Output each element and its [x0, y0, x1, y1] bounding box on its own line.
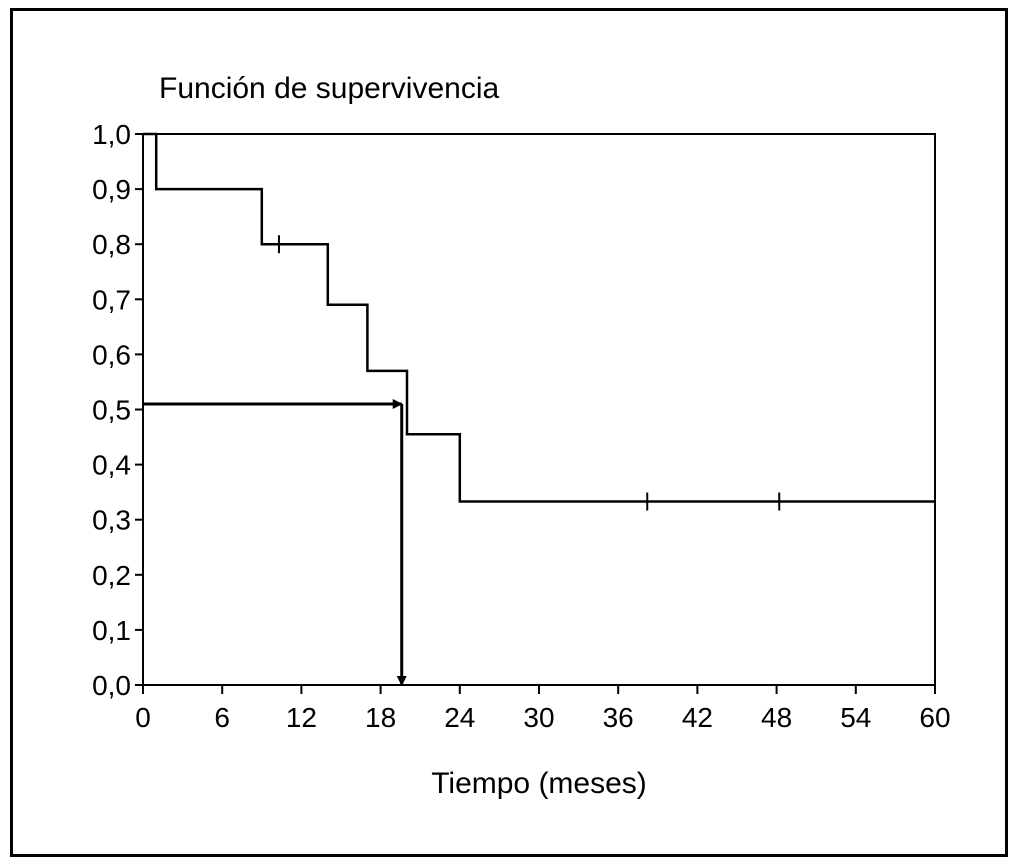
y-tick-label: 0,7: [92, 284, 131, 315]
x-tick-label: 54: [840, 702, 871, 733]
series-layer: [143, 132, 935, 511]
y-tick-label: 0,2: [92, 560, 131, 591]
x-axis-label: Tiempo (meses): [431, 767, 647, 800]
x-tick-label: 24: [444, 702, 475, 733]
chart-title: Función de supervivencia: [159, 72, 500, 105]
chart-frame: Función de supervivencia 0,0 0,1 0,2 0,3 0,4…: [10, 8, 1008, 857]
y-tick-label: 0,0: [92, 670, 131, 701]
y-tick-label: 0,8: [92, 229, 131, 260]
y-tick-label: 1,0: [92, 119, 131, 150]
y-tick-label: 0,1: [92, 615, 131, 646]
x-tick-label: 0: [135, 702, 151, 733]
x-tick-label: 36: [603, 702, 634, 733]
y-tick-label: 0,9: [92, 174, 131, 205]
survival-chart: Función de supervivencia 0,0 0,1 0,2 0,3 0,4…: [92, 72, 951, 800]
x-tick-label: 48: [761, 702, 792, 733]
x-tick-label: 12: [286, 702, 317, 733]
plot-area-border: [142, 133, 936, 686]
survival-curve: [143, 132, 935, 503]
x-tick-label: 60: [919, 702, 950, 733]
censor-mark: [270, 235, 287, 254]
censor-mark: [771, 492, 788, 511]
x-tick-label: 30: [523, 702, 554, 733]
x-tick-label: 42: [682, 702, 713, 733]
y-tick-label: 0,5: [92, 395, 131, 426]
censor-mark: [639, 492, 656, 511]
y-tick-label: 0,4: [92, 450, 131, 481]
annotation-layer: [143, 398, 407, 686]
x-axis: 0 6 12 18 24 30 36 42 48 54 60: [135, 685, 951, 733]
x-tick-label: 18: [365, 702, 396, 733]
y-tick-label: 0,6: [92, 339, 131, 370]
y-tick-label: 0,3: [92, 505, 131, 536]
y-axis: 0,0 0,1 0,2 0,3 0,4 0,5 0,6 0,7 0,8 0,9 1,0: [92, 119, 143, 701]
x-tick-label: 6: [214, 702, 230, 733]
